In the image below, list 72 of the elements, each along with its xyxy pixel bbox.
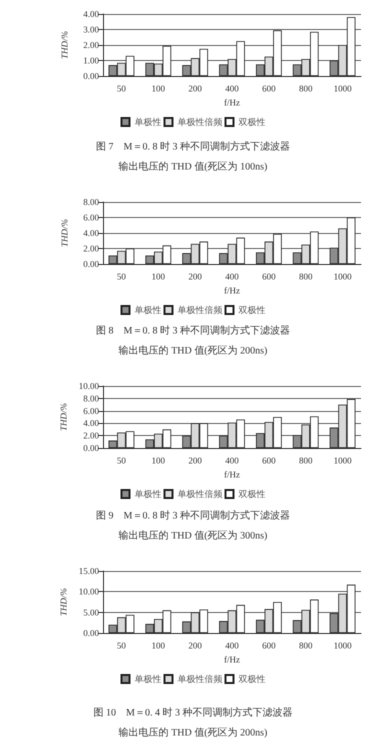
- x-tick-label: 1000: [334, 272, 352, 282]
- x-tick-label: 400: [225, 84, 240, 94]
- legend-label: 双极性: [238, 117, 266, 127]
- x-tick-label: 50: [116, 456, 126, 466]
- y-tick-label: 6.00: [83, 212, 100, 222]
- x-tick-label: 50: [116, 84, 126, 94]
- x-tick-label: 50: [116, 272, 126, 282]
- y-tick-label: 0.00: [83, 443, 100, 453]
- legend-label: 单极性倍频: [178, 489, 222, 499]
- y-tick-label: 3.00: [83, 24, 100, 34]
- x-tick-label: 100: [152, 84, 166, 94]
- y-tick-label: 5.00: [83, 607, 100, 618]
- x-tick-label: 600: [262, 272, 276, 282]
- x-tick-label: 400: [225, 640, 240, 650]
- x-tick-label: 1000: [334, 456, 352, 466]
- legend-label: 双极性: [238, 305, 266, 315]
- x-tick-label: 800: [298, 272, 313, 282]
- text: 图 8 M＝0. 8 时 3 种不同调制方式下滤波器输出电压的 THD 值(死区为 200ns): [96, 324, 290, 356]
- legend-label: 单极性倍频: [178, 117, 222, 127]
- y-axis-title: THD/%: [58, 588, 68, 616]
- x-tick-label: 200: [188, 456, 202, 466]
- y-tick-label: 4.00: [83, 228, 100, 238]
- y-tick-label: 0.00: [83, 71, 100, 81]
- y-tick-label: 2.00: [83, 430, 100, 441]
- legend-label: 单极性: [134, 489, 162, 499]
- y-axis-title: THD/%: [60, 30, 70, 60]
- legend-label: 双极性: [238, 489, 266, 499]
- x-tick-label: 50: [116, 640, 126, 650]
- x-tick-label: 200: [188, 272, 202, 282]
- y-tick-label: 1.00: [83, 56, 100, 66]
- legend-label: 单极性: [134, 117, 162, 127]
- text: 图 9 M＝0. 8 时 3 种不同调制方式下滤波器输出电压的 THD 值(死区为 300ns): [96, 510, 290, 542]
- x-axis-title: f/Hz: [224, 286, 240, 296]
- text: 图 7 M＝0. 8 时 3 种不同调制方式下滤波器输出电压的 THD 值(死区为 100ns): [96, 140, 290, 172]
- y-tick-label: 8.00: [83, 197, 100, 207]
- x-tick-label: 800: [298, 640, 313, 650]
- x-tick-label: 600: [262, 84, 276, 94]
- x-axis-title: f/Hz: [224, 98, 240, 108]
- y-tick-label: 2.00: [83, 40, 100, 50]
- text: 图 10 M＝0. 4 时 3 种不同调制方式下滤波器输出电压的 THD 值(死区为 200ns): [94, 706, 292, 738]
- y-tick-label: 2.00: [83, 244, 100, 254]
- y-axis-title: THD/%: [58, 402, 68, 432]
- x-tick-label: 400: [225, 456, 240, 466]
- y-tick-label: 10.00: [78, 586, 100, 597]
- x-tick-label: 100: [152, 456, 166, 466]
- y-axis-title: THD/%: [60, 218, 70, 248]
- legend-label: 双极性: [238, 674, 266, 684]
- x-tick-label: 100: [152, 640, 166, 650]
- y-tick-label: 4.00: [83, 418, 100, 428]
- x-tick-label: 1000: [334, 84, 352, 94]
- legend-label: 单极性: [134, 305, 162, 315]
- x-tick-label: 800: [298, 84, 313, 94]
- y-tick-label: 4.00: [83, 9, 100, 19]
- y-tick-label: 10.00: [78, 381, 100, 391]
- legend-label: 单极性倍频: [178, 305, 222, 315]
- y-tick-label: 15.00: [78, 566, 100, 576]
- x-tick-label: 600: [262, 640, 276, 650]
- y-tick-label: 6.00: [83, 406, 100, 416]
- y-tick-label: 0.00: [83, 259, 100, 269]
- x-axis-title: f/Hz: [224, 654, 240, 664]
- y-tick-label: 0.00: [83, 628, 100, 638]
- x-tick-label: 1000: [334, 640, 352, 650]
- x-tick-label: 400: [225, 272, 240, 282]
- x-axis-title: f/Hz: [224, 470, 240, 480]
- x-tick-label: 200: [188, 640, 202, 650]
- x-tick-label: 600: [262, 456, 276, 466]
- legend-label: 单极性倍频: [178, 674, 222, 684]
- legend-label: 单极性: [134, 674, 162, 684]
- x-tick-label: 800: [298, 456, 313, 466]
- x-tick-label: 100: [152, 272, 166, 282]
- x-tick-label: 200: [188, 84, 202, 94]
- y-tick-label: 8.00: [83, 393, 100, 404]
